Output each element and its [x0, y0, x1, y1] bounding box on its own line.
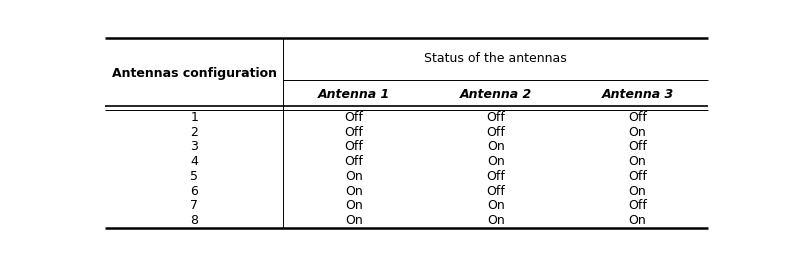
- Text: On: On: [487, 155, 505, 168]
- Text: 3: 3: [191, 140, 198, 153]
- Text: Off: Off: [345, 126, 364, 139]
- Text: On: On: [629, 126, 646, 139]
- Text: Status of the antennas: Status of the antennas: [425, 52, 567, 65]
- Text: On: On: [345, 199, 363, 212]
- Text: 8: 8: [191, 214, 198, 227]
- Text: On: On: [629, 185, 646, 198]
- Text: Off: Off: [487, 170, 505, 183]
- Text: On: On: [487, 140, 505, 153]
- Text: On: On: [345, 214, 363, 227]
- Text: On: On: [345, 170, 363, 183]
- Text: 4: 4: [191, 155, 198, 168]
- Text: On: On: [487, 214, 505, 227]
- Text: Antennas configuration: Antennas configuration: [112, 67, 277, 80]
- Text: On: On: [487, 199, 505, 212]
- Text: Antenna 2: Antenna 2: [460, 88, 532, 101]
- Text: Off: Off: [345, 155, 364, 168]
- Text: Off: Off: [345, 111, 364, 124]
- Text: On: On: [629, 155, 646, 168]
- Text: 1: 1: [191, 111, 198, 124]
- Text: Off: Off: [345, 140, 364, 153]
- Text: Off: Off: [487, 126, 505, 139]
- Text: Off: Off: [628, 111, 647, 124]
- Text: 5: 5: [191, 170, 198, 183]
- Text: Antenna 1: Antenna 1: [318, 88, 391, 101]
- Text: Off: Off: [628, 199, 647, 212]
- Text: Antenna 3: Antenna 3: [602, 88, 674, 101]
- Text: On: On: [345, 185, 363, 198]
- Text: On: On: [629, 214, 646, 227]
- Text: Off: Off: [628, 170, 647, 183]
- Text: Off: Off: [487, 185, 505, 198]
- Text: 7: 7: [191, 199, 198, 212]
- Text: 6: 6: [191, 185, 198, 198]
- Text: 2: 2: [191, 126, 198, 139]
- Text: Off: Off: [628, 140, 647, 153]
- Text: Off: Off: [487, 111, 505, 124]
